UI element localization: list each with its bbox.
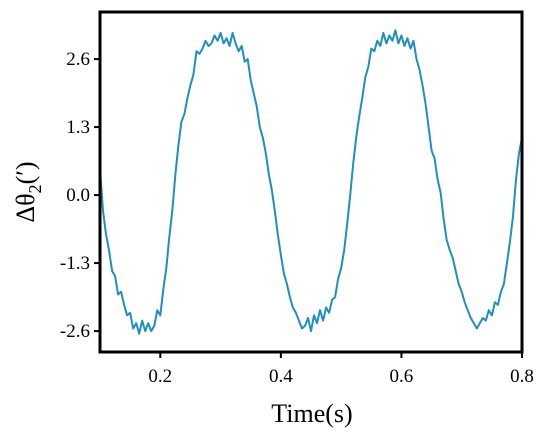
plot-frame: [98, 10, 524, 354]
x-tick-label: 0.8: [510, 366, 534, 387]
y-tick-label: 1.3: [66, 117, 90, 138]
y-axis-title-subscript: 2: [25, 184, 45, 193]
y-tick-label: -1.3: [60, 253, 90, 274]
x-tick-label: 0.4: [269, 366, 293, 387]
series-layer: [99, 29, 523, 335]
y-axis-title-unit: (′): [11, 161, 40, 184]
y-tick-label: -2.6: [60, 321, 90, 342]
series-line: [99, 29, 523, 335]
y-tick-label: 0.0: [66, 185, 90, 206]
y-axis-title: Δθ2(′): [11, 161, 45, 222]
y-tick-label: 2.6: [66, 49, 90, 70]
tick-labels-layer: 0.2 0.4 0.6 0.8 2.6 1.3 0.0 -1.3 -2.6: [60, 49, 534, 387]
x-axis-title: Time(s): [271, 399, 352, 428]
x-tick-label: 0.6: [390, 366, 414, 387]
x-tick-label: 0.2: [148, 366, 172, 387]
y-axis-title-symbol: Δθ: [11, 193, 40, 222]
